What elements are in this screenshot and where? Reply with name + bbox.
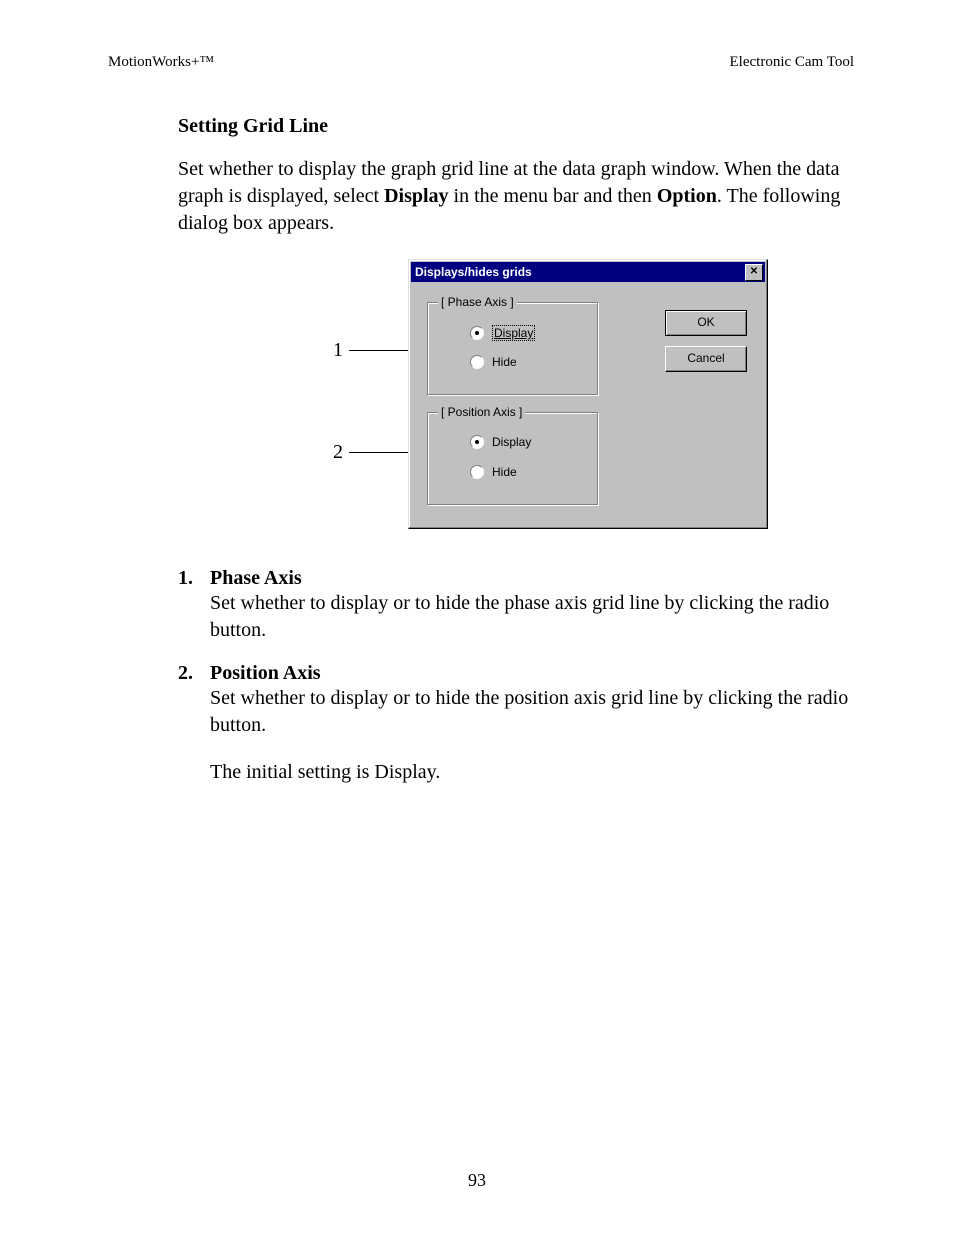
header-right: Electronic Cam Tool (730, 54, 854, 71)
phase-hide-radio[interactable]: Hide (470, 355, 517, 369)
section-heading: Setting Grid Line (178, 115, 854, 138)
intro-part2: in the menu bar and then (449, 185, 657, 207)
header-left: MotionWorks+™ (108, 54, 214, 71)
radio-icon (470, 355, 484, 369)
close-icon: ✕ (750, 267, 758, 277)
radio-dot-icon (475, 331, 479, 335)
dialog-body: [ Phase Axis ] Display Hide [ Position A… (409, 284, 767, 528)
radio-icon (470, 326, 484, 340)
phase-hide-label: Hide (492, 355, 517, 369)
callout-2-number: 2 (333, 441, 343, 464)
position-display-label: Display (492, 435, 531, 449)
position-axis-group: [ Position Axis ] Display Hide (427, 412, 599, 506)
close-button[interactable]: ✕ (745, 264, 763, 281)
radio-icon (470, 465, 484, 479)
list-item-1: 1. Phase Axis Set whether to display or … (178, 567, 854, 644)
callout-1-number: 1 (333, 339, 343, 362)
dialog-window: Displays/hides grids ✕ [ Phase Axis ] Di… (408, 259, 768, 529)
ok-button[interactable]: OK (665, 310, 747, 336)
list-2-heading: Position Axis (210, 662, 321, 685)
list-item-2: 2. Position Axis Set whether to display … (178, 662, 854, 739)
radio-dot-icon (475, 440, 479, 444)
position-axis-legend: [ Position Axis ] (438, 405, 525, 419)
list-2-body: Set whether to display or to hide the po… (210, 685, 854, 739)
intro-bold2: Option (657, 185, 717, 207)
phase-axis-legend: [ Phase Axis ] (438, 295, 517, 309)
list-1-heading: Phase Axis (210, 567, 302, 590)
radio-icon (470, 435, 484, 449)
position-display-radio[interactable]: Display (470, 435, 531, 449)
intro-paragraph: Set whether to display the graph grid li… (178, 156, 854, 237)
trailing-note: The initial setting is Display. (210, 759, 854, 786)
dialog-title: Displays/hides grids (415, 265, 532, 279)
dialog-titlebar: Displays/hides grids ✕ (411, 262, 765, 282)
list-1-body: Set whether to display or to hide the ph… (210, 590, 854, 644)
position-hide-radio[interactable]: Hide (470, 465, 517, 479)
list-2-number: 2. (178, 662, 196, 685)
cancel-button[interactable]: Cancel (665, 346, 747, 372)
page-number: 93 (0, 1170, 954, 1191)
intro-bold1: Display (384, 185, 448, 207)
phase-display-radio[interactable]: Display (470, 325, 535, 341)
page: MotionWorks+™ Electronic Cam Tool Settin… (0, 0, 954, 1235)
position-hide-label: Hide (492, 465, 517, 479)
dialog-figure: 1 2 Displays/hides grids ✕ [ Phase Axis … (108, 259, 854, 549)
list-1-number: 1. (178, 567, 196, 590)
phase-display-label: Display (492, 325, 535, 341)
phase-axis-group: [ Phase Axis ] Display Hide (427, 302, 599, 396)
page-header: MotionWorks+™ Electronic Cam Tool (108, 54, 854, 71)
